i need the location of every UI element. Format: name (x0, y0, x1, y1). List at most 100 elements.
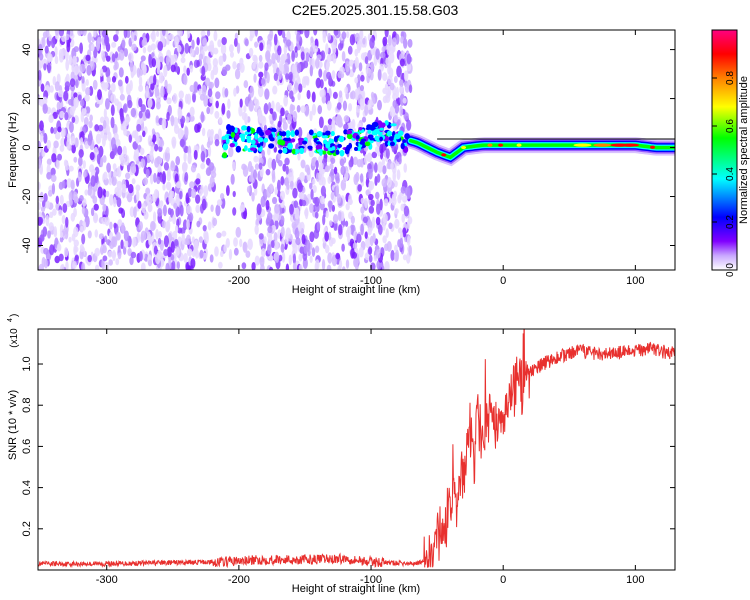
heatmap-cell (43, 193, 48, 203)
heatmap-cell (102, 255, 108, 262)
heatmap-cell (122, 145, 127, 158)
heatmap-cell (199, 249, 204, 259)
heatmap-cell (376, 173, 381, 183)
heatmap-cell (83, 116, 89, 127)
heatmap-cell (92, 79, 98, 90)
heatmap-cell (385, 228, 389, 239)
heatmap-cell (276, 54, 281, 63)
heatmap-cell (232, 161, 236, 171)
heatmap-cell (116, 166, 122, 178)
heatmap-cell (384, 261, 390, 270)
signal-cluster (369, 137, 375, 141)
heatmap-cell (269, 30, 274, 39)
heatmap-cell (74, 254, 80, 261)
y-tick-label: 0.2 (21, 521, 33, 536)
heatmap-cell (374, 175, 378, 186)
heatmap-cell (141, 202, 146, 214)
heatmap-cell (327, 200, 333, 209)
heatmap-cell (152, 211, 157, 223)
signal-cluster (379, 136, 384, 142)
heatmap-cell (213, 30, 218, 42)
heatmap-cell (128, 52, 134, 63)
heatmap-cell (95, 133, 102, 145)
heatmap-cell (186, 93, 192, 105)
heatmap-cell (124, 154, 130, 166)
signal-cluster (402, 139, 406, 144)
signal-cluster (384, 140, 389, 147)
heatmap-cell (113, 34, 119, 42)
heatmap-cell (315, 160, 319, 169)
y-tick-label: 0 (21, 144, 33, 150)
heatmap-cell (68, 165, 74, 172)
heatmap-cell (38, 140, 42, 149)
heatmap-cell (68, 54, 73, 66)
heatmap-cell (61, 214, 66, 225)
heatmap-cell (163, 65, 168, 78)
heatmap-cell (251, 261, 256, 270)
heatmap-cell (271, 52, 276, 65)
heatmap-cell (73, 226, 79, 238)
heatmap-cell (272, 111, 277, 121)
heatmap-cell (42, 103, 48, 114)
heatmap-cell (393, 180, 398, 188)
signal-cluster (319, 149, 323, 156)
heatmap-cell (112, 196, 117, 208)
heatmap-cell (385, 57, 390, 65)
heatmap-cell (337, 121, 344, 128)
heatmap-cell (280, 107, 285, 117)
heatmap-cell (38, 181, 41, 189)
colorbar-tick-label: 0.0 (725, 263, 736, 277)
heatmap-cell (277, 120, 282, 128)
heatmap-cell (163, 248, 169, 257)
heatmap-cell (297, 222, 302, 232)
heatmap-cell (39, 191, 44, 200)
heatmap-cell (131, 43, 137, 52)
heatmap-cell (384, 243, 389, 252)
heatmap-cell (200, 162, 206, 170)
heatmap-cell (92, 195, 98, 204)
heatmap-cell (369, 70, 374, 81)
heatmap-cell (142, 46, 147, 54)
heatmap-cell (273, 211, 279, 221)
heatmap-cell (43, 132, 48, 144)
signal-cluster (230, 131, 236, 138)
heatmap-cell (171, 136, 177, 148)
heatmap-cell (309, 203, 314, 214)
heatmap-cell (260, 195, 266, 208)
heatmap-cell (132, 141, 138, 150)
heatmap-cell (175, 206, 179, 218)
heatmap-cell (59, 194, 64, 206)
signal-cluster (263, 137, 269, 143)
heatmap-cell (68, 236, 72, 243)
signal-cluster (360, 138, 367, 142)
heatmap-cell (152, 134, 157, 143)
heatmap-cell (332, 213, 339, 224)
heatmap-cell (135, 184, 141, 192)
heatmap-cell (138, 116, 144, 125)
heatmap-cell (333, 30, 339, 36)
y-axis-label: Frequency (Hz) (7, 112, 19, 188)
heatmap-cell (42, 226, 48, 237)
heatmap-cell (130, 251, 137, 259)
heatmap-cell (369, 37, 375, 49)
heatmap-cell (352, 63, 356, 73)
heatmap-cell (148, 237, 152, 246)
heatmap-cell (206, 106, 211, 115)
heatmap-cell (309, 110, 313, 122)
heatmap-cell (248, 175, 252, 183)
heatmap-cell (332, 91, 338, 100)
heatmap-cell (377, 224, 383, 235)
heatmap-cell (92, 30, 97, 38)
heatmap-cell (87, 32, 92, 44)
heatmap-cell (190, 258, 196, 269)
heatmap-cell (123, 230, 130, 242)
heatmap-cell (125, 116, 131, 123)
heatmap-cell (331, 204, 336, 212)
heatmap-cell (322, 214, 326, 226)
heatmap-cell (80, 225, 84, 233)
heatmap-cell (286, 30, 291, 43)
signal-cluster (346, 133, 353, 140)
heatmap-cell (47, 53, 53, 62)
heatmap-cell (64, 229, 69, 240)
heatmap-cell (140, 104, 146, 113)
